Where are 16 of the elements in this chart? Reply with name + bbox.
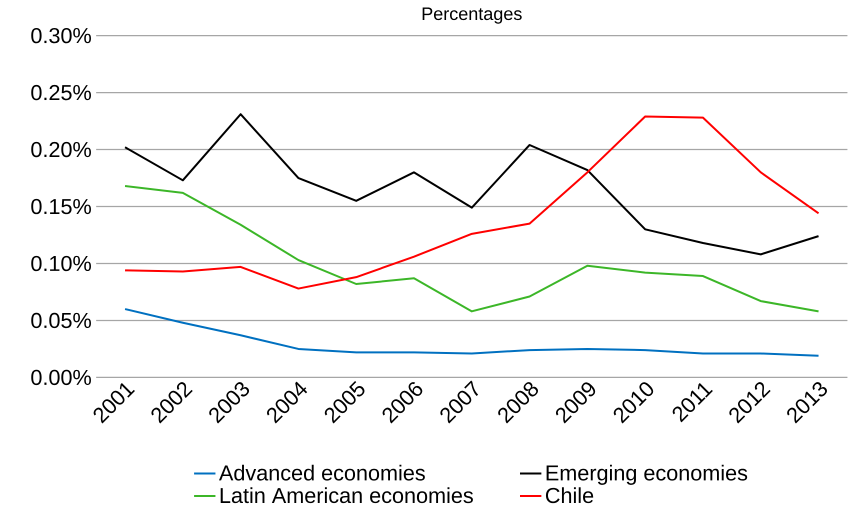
line-series: [124, 116, 820, 290]
line-series: [124, 308, 820, 357]
y-tick-label: 0.25%: [31, 84, 91, 100]
y-tick-label: 0.30%: [31, 28, 91, 44]
line-series: [124, 113, 820, 256]
legend-label: Emerging economies: [546, 464, 748, 485]
legend-label: Latin American economies: [220, 487, 473, 504]
y-tick-label: 0.15%: [31, 198, 91, 214]
chart-title: Percentages: [422, 8, 522, 24]
line-series: [124, 185, 820, 312]
y-tick-label: 0.20%: [31, 142, 91, 158]
y-tick-label: 0.00%: [31, 370, 91, 386]
legend-label: Advanced economies: [218, 464, 425, 481]
y-tick-label: 0.05%: [31, 312, 91, 328]
y-tick-label: 0.10%: [31, 256, 91, 272]
legend-label: Chile: [546, 487, 594, 504]
